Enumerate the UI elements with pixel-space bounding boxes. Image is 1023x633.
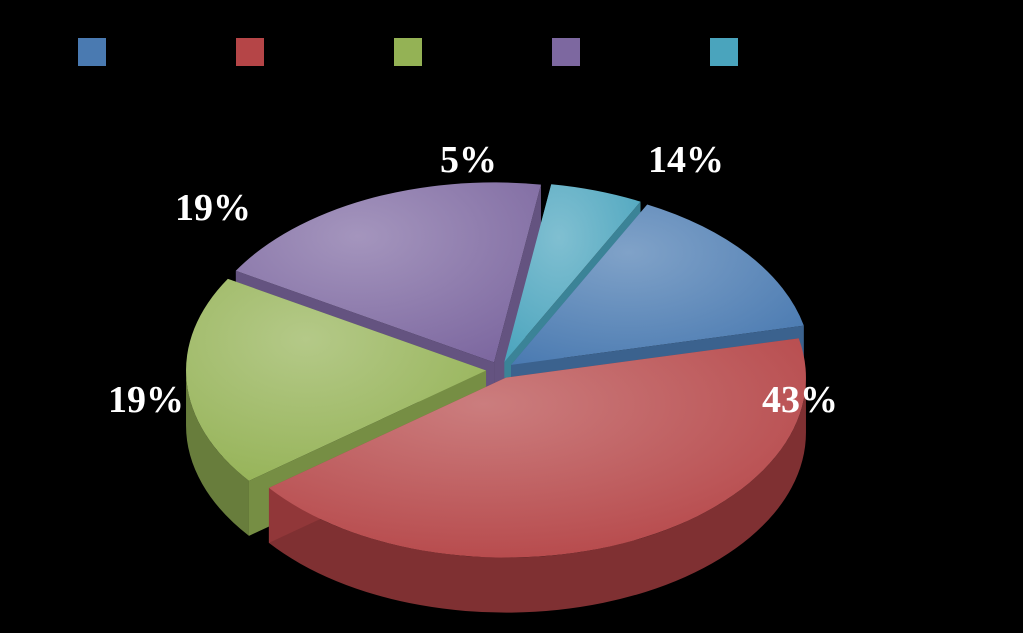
legend bbox=[78, 38, 738, 66]
chart-stage: 14% 43% 19% 19% 5% bbox=[0, 0, 1023, 633]
legend-item bbox=[552, 38, 580, 66]
legend-swatch-5 bbox=[710, 38, 738, 66]
legend-swatch-2 bbox=[236, 38, 264, 66]
legend-item bbox=[236, 38, 264, 66]
slice-label-red: 43% bbox=[762, 378, 838, 422]
legend-item bbox=[78, 38, 106, 66]
legend-item bbox=[394, 38, 422, 66]
legend-swatch-4 bbox=[552, 38, 580, 66]
pie-chart bbox=[0, 0, 1023, 633]
slice-label-teal: 5% bbox=[440, 138, 497, 182]
slice-label-purple: 19% bbox=[175, 186, 251, 230]
slice-label-blue: 14% bbox=[648, 138, 724, 182]
legend-swatch-3 bbox=[394, 38, 422, 66]
legend-item bbox=[710, 38, 738, 66]
slice-label-green: 19% bbox=[108, 378, 184, 422]
legend-swatch-1 bbox=[78, 38, 106, 66]
